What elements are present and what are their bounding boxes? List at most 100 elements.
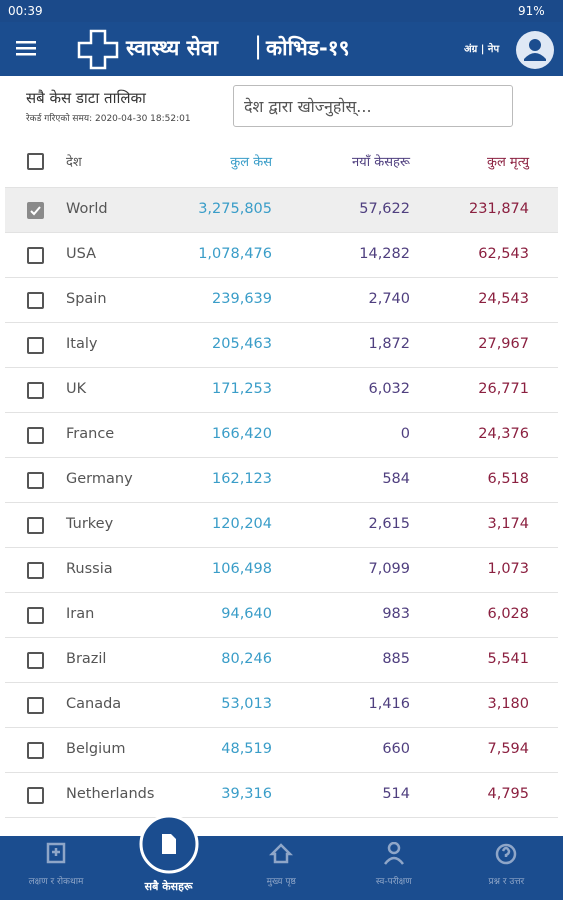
cell-value: 27,967 <box>478 336 529 352</box>
language-toggle[interactable]: अंग्र | नेप <box>464 44 500 55</box>
cell-value: 2,740 <box>368 291 410 307</box>
search-box[interactable]: देश द्वारा खोज्नुहोस्... <box>233 85 513 127</box>
nav-icon <box>269 843 294 864</box>
cell-value: 1,078,476 <box>198 246 272 262</box>
row-checkbox[interactable] <box>27 202 44 219</box>
column-header: कुल मृत्यु <box>486 155 529 170</box>
table-row[interactable]: Italy 205,463 1,872 27,967 <box>5 323 558 368</box>
row-checkbox[interactable] <box>27 607 44 624</box>
row-checkbox[interactable] <box>27 427 44 444</box>
row-checkbox[interactable] <box>27 787 44 804</box>
row-checkbox[interactable] <box>27 472 44 489</box>
table-row[interactable]: UK 171,253 6,032 26,771 <box>5 368 558 413</box>
cell-value: 24,376 <box>478 426 529 442</box>
cell-value: 39,316 <box>221 786 272 802</box>
table-row[interactable]: Netherlands 39,316 514 4,795 <box>5 773 558 818</box>
status-time: 00:39 <box>8 4 43 18</box>
country-name: Canada <box>66 696 122 712</box>
profile-button[interactable] <box>516 31 554 69</box>
table-row[interactable]: Canada 53,013 1,416 3,180 <box>5 683 558 728</box>
country-name: Brazil <box>66 651 107 667</box>
cell-value: 983 <box>382 606 410 622</box>
app-subtitle: कोभिड-१९ <box>266 36 350 60</box>
column-header: देश <box>66 155 82 170</box>
nav-label: सबै केसहरू <box>144 880 193 893</box>
country-name: Turkey <box>66 516 114 532</box>
nav-item[interactable]: सबै केसहरू <box>113 814 225 900</box>
bottom-nav: लक्षण र रोकथाम सबै केसहरू मुख्य पृष्ठ स्व-प… <box>0 814 563 900</box>
row-checkbox[interactable] <box>27 292 44 309</box>
cell-value: 3,180 <box>487 696 529 712</box>
country-name: Germany <box>66 471 133 487</box>
row-checkbox[interactable] <box>27 742 44 759</box>
cell-value: 231,874 <box>469 201 529 217</box>
table-row[interactable]: Russia 106,498 7,099 1,073 <box>5 548 558 593</box>
cell-value: 7,594 <box>487 741 529 757</box>
nav-label: लक्षण र रोकथाम <box>28 877 84 887</box>
table-panel: सबै केस डाटा तालिका रेकर्ड गरिएको समय: 2… <box>0 76 563 836</box>
data-table: देश कुल केस नयाँ केसहरू कुल मृत्यु World 3,27… <box>0 135 563 835</box>
table-row[interactable]: Iran 94,640 983 6,028 <box>5 593 558 638</box>
country-name: Spain <box>66 291 107 307</box>
country-name: World <box>66 201 108 217</box>
table-row[interactable]: Spain 239,639 2,740 24,543 <box>5 278 558 323</box>
panel-title: सबै केस डाटा तालिका <box>26 89 146 107</box>
country-name: France <box>66 426 115 442</box>
cell-value: 6,032 <box>368 381 410 397</box>
cell-value: 239,639 <box>212 291 272 307</box>
cell-value: 48,519 <box>221 741 272 757</box>
nav-item[interactable]: स्व-परीक्षण <box>338 836 450 900</box>
menu-button[interactable] <box>16 40 36 56</box>
nav-label: प्रश्न र उत्तर <box>488 877 525 887</box>
cell-value: 514 <box>382 786 410 802</box>
nav-icon <box>383 842 404 865</box>
battery-level: 91% <box>518 4 545 18</box>
nav-item[interactable]: प्रश्न र उत्तर <box>450 836 562 900</box>
table-row[interactable]: Germany 162,123 584 6,518 <box>5 458 558 503</box>
table-row[interactable]: Belgium 48,519 660 7,594 <box>5 728 558 773</box>
select-all-checkbox[interactable] <box>27 153 44 170</box>
logo <box>77 29 119 70</box>
cell-value: 1,416 <box>368 696 410 712</box>
search-placeholder: देश द्वारा खोज्नुहोस्... <box>244 97 372 116</box>
cell-value: 94,640 <box>221 606 272 622</box>
cell-value: 62,543 <box>478 246 529 262</box>
row-checkbox[interactable] <box>27 337 44 354</box>
row-checkbox[interactable] <box>27 517 44 534</box>
country-name: Italy <box>66 336 98 352</box>
row-checkbox[interactable] <box>27 697 44 714</box>
table-row[interactable]: World 3,275,805 57,622 231,874 <box>5 188 558 233</box>
table-row[interactable]: Turkey 120,204 2,615 3,174 <box>5 503 558 548</box>
cell-value: 7,099 <box>368 561 410 577</box>
app-header: स्वास्थ्य सेवा | कोभिड-१९ अंग्र | नेप <box>0 22 563 76</box>
table-row[interactable]: Brazil 80,246 885 5,541 <box>5 638 558 683</box>
cell-value: 205,463 <box>212 336 272 352</box>
nav-icon <box>139 814 199 874</box>
cell-value: 162,123 <box>212 471 272 487</box>
row-checkbox[interactable] <box>27 652 44 669</box>
nav-item[interactable]: मुख्य पृष्ठ <box>225 836 337 900</box>
nav-label: मुख्य पृष्ठ <box>266 877 296 887</box>
cell-value: 53,013 <box>221 696 272 712</box>
row-checkbox[interactable] <box>27 382 44 399</box>
cell-value: 171,253 <box>212 381 272 397</box>
cell-value: 0 <box>400 426 410 442</box>
cell-value: 120,204 <box>212 516 272 532</box>
country-name: UK <box>66 381 87 397</box>
cell-value: 1,872 <box>368 336 410 352</box>
cell-value: 166,420 <box>212 426 272 442</box>
cell-value: 80,246 <box>221 651 272 667</box>
country-name: USA <box>66 246 97 262</box>
status-bar: 00:39 91% <box>0 0 563 22</box>
table-row[interactable]: France 166,420 0 24,376 <box>5 413 558 458</box>
table-row[interactable]: USA 1,078,476 14,282 62,543 <box>5 233 558 278</box>
nav-item[interactable]: लक्षण र रोकथाम <box>0 836 112 900</box>
cell-value: 6,028 <box>487 606 529 622</box>
cell-value: 584 <box>382 471 410 487</box>
nav-label: स्व-परीक्षण <box>375 877 412 887</box>
cell-value: 6,518 <box>487 471 529 487</box>
nav-icon <box>46 842 66 864</box>
row-checkbox[interactable] <box>27 562 44 579</box>
row-checkbox[interactable] <box>27 247 44 264</box>
